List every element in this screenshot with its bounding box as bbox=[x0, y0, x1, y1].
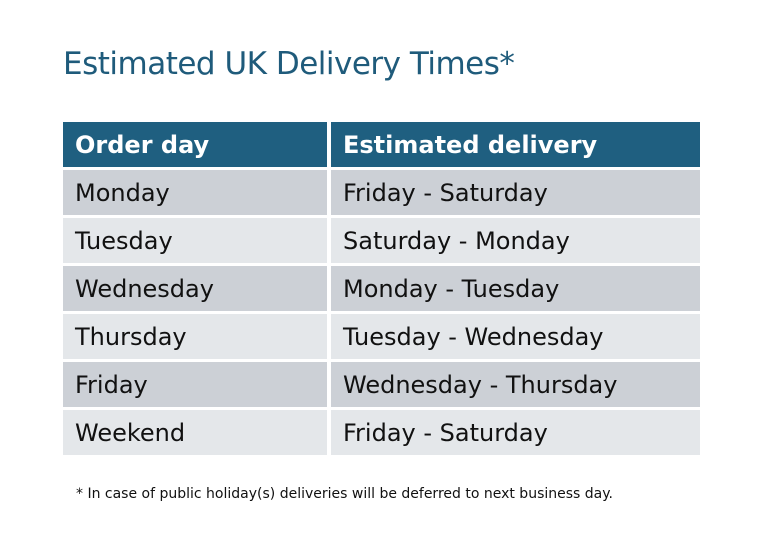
order-day-cell: Thursday bbox=[63, 314, 327, 359]
delivery-table: Order day Estimated delivery Monday Frida… bbox=[59, 119, 704, 458]
table-header-row: Order day Estimated delivery bbox=[63, 122, 700, 167]
order-day-cell: Tuesday bbox=[63, 218, 327, 263]
order-day-cell: Friday bbox=[63, 362, 327, 407]
page-title: Estimated UK Delivery Times* bbox=[63, 46, 515, 82]
order-day-cell: Weekend bbox=[63, 410, 327, 455]
delivery-cell: Monday - Tuesday bbox=[331, 266, 700, 311]
table-row: Tuesday Saturday - Monday bbox=[63, 218, 700, 263]
delivery-cell: Tuesday - Wednesday bbox=[331, 314, 700, 359]
header-order-day: Order day bbox=[63, 122, 327, 167]
delivery-cell: Friday - Saturday bbox=[331, 170, 700, 215]
table-row: Thursday Tuesday - Wednesday bbox=[63, 314, 700, 359]
table-row: Monday Friday - Saturday bbox=[63, 170, 700, 215]
delivery-cell: Saturday - Monday bbox=[331, 218, 700, 263]
table-row: Friday Wednesday - Thursday bbox=[63, 362, 700, 407]
table-row: Wednesday Monday - Tuesday bbox=[63, 266, 700, 311]
header-estimated-delivery: Estimated delivery bbox=[331, 122, 700, 167]
delivery-cell: Wednesday - Thursday bbox=[331, 362, 700, 407]
delivery-cell: Friday - Saturday bbox=[331, 410, 700, 455]
order-day-cell: Monday bbox=[63, 170, 327, 215]
table-row: Weekend Friday - Saturday bbox=[63, 410, 700, 455]
footnote: * In case of public holiday(s) deliverie… bbox=[76, 486, 613, 502]
order-day-cell: Wednesday bbox=[63, 266, 327, 311]
